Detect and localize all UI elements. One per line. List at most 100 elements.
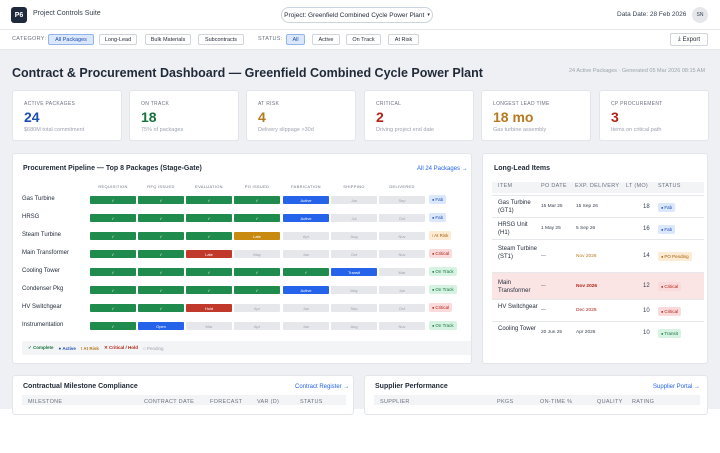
stage-cell[interactable]: ✓ (234, 214, 280, 222)
stage-cell[interactable]: Nov (379, 250, 425, 258)
filter-chip-at-risk[interactable]: At Risk (388, 34, 419, 45)
pipeline-row[interactable]: Instrumentation ✓ Open Mar Apr Jun Aug Nov ● On … (13, 317, 471, 335)
stage-cell[interactable]: Aug (331, 322, 377, 330)
stage-cell[interactable]: Active (283, 196, 329, 204)
legend-item: ✓ Complete (28, 345, 54, 350)
item-name: Steam Turbine (ST1) (498, 245, 538, 260)
kpi-subtext: Gas turbine assembly (493, 127, 547, 133)
stage-cell[interactable]: May (234, 250, 280, 258)
stage-cell[interactable]: ✓ (90, 250, 136, 258)
status-badge: ● PO Pending (658, 252, 692, 261)
stage-cell[interactable]: Mar (186, 322, 232, 330)
supplier-portal-link[interactable]: Supplier Portal → (653, 384, 701, 390)
stage-cell[interactable]: ✓ (186, 214, 232, 222)
stage-cell[interactable]: ✓ (138, 286, 184, 294)
stage-cell[interactable]: ✓ (138, 304, 184, 312)
stage-cell[interactable]: ✓ (186, 196, 232, 204)
avatar[interactable]: SN (692, 7, 708, 23)
po-date: 15 Mar 25 (541, 204, 563, 209)
stage-cell[interactable]: ✓ (90, 304, 136, 312)
stage-cell[interactable]: Oct (331, 250, 377, 258)
filter-chip-long-lead[interactable]: Long-Lead (99, 34, 137, 45)
pipeline-row[interactable]: Cooling Tower ✓ ✓ ✓ ✓ ✓ Transit Mar ● On Track (13, 263, 471, 281)
pipeline-row[interactable]: Main Transformer ✓ ✓ Late May Jun Oct Nov ● Crit… (13, 245, 471, 263)
stage-cell[interactable]: ✓ (138, 250, 184, 258)
long-lead-row[interactable]: HV Switchgear — Dec 2026 10 ● Critical (492, 299, 704, 321)
stage-cell[interactable]: ✓ (90, 232, 136, 240)
stage-cell[interactable]: Jun (331, 196, 377, 204)
stage-cell[interactable]: ✓ (90, 286, 136, 294)
stage-cell[interactable]: Nov (379, 322, 425, 330)
stage-cell[interactable]: ✓ (283, 268, 329, 276)
stage-cell[interactable]: ✓ (90, 268, 136, 276)
pipeline-row[interactable]: Steam Turbine ✓ ✓ ✓ Late Apr Aug Nov! At Risk (13, 227, 471, 245)
stage-cell[interactable]: Apr (234, 304, 280, 312)
stage-cell[interactable]: Active (283, 286, 329, 294)
stage-cell[interactable]: Open (138, 322, 184, 330)
lead-time: 10 (643, 307, 650, 314)
stage-cell[interactable]: Jul (331, 214, 377, 222)
stage-cell[interactable]: Apr (283, 232, 329, 240)
dashboard-main: Contract & Procurement Dashboard — Green… (0, 50, 720, 415)
stage-cell[interactable]: Sep (379, 196, 425, 204)
contract-register-link[interactable]: Contract Register → (295, 384, 350, 390)
pipeline-row[interactable]: HV Switchgear ✓ ✓ Hold Apr Jun Sep Oct ● Critica… (13, 299, 471, 317)
stage-cell[interactable]: ✓ (234, 268, 280, 276)
stage-cell[interactable]: ✓ (138, 268, 184, 276)
filter-chip-all[interactable]: All (286, 34, 305, 45)
filter-chip-bulk-materials[interactable]: Bulk Materials (145, 34, 191, 45)
project-selector[interactable]: Project: Greenfield Combined Cycle Power… (281, 7, 433, 23)
stage-cell[interactable]: Oct (379, 304, 425, 312)
stage-cell[interactable]: Transit (331, 268, 377, 276)
status-text: Critical (435, 251, 450, 256)
lead-time: 12 (643, 283, 650, 289)
long-lead-row[interactable]: Gas Turbine (GT1) 15 Mar 25 15 Sep 26 18 ● F… (492, 195, 704, 217)
long-lead-header-lt: LT (MO) (626, 183, 649, 189)
pipeline-row[interactable]: Gas Turbine ✓ ✓ ✓ ✓ Active Jun Sep ● Fab (13, 191, 471, 209)
stage-cell[interactable]: Jun (283, 322, 329, 330)
stage-cell[interactable]: ✓ (186, 232, 232, 240)
kpi-value: 4 (258, 109, 266, 125)
package-name: Instrumentation (22, 322, 64, 328)
stage-cell[interactable]: Jun (283, 304, 329, 312)
filter-chip-subcontracts[interactable]: Subcontracts (198, 34, 244, 45)
stage-cell[interactable]: Late (234, 232, 280, 240)
stage-cell[interactable]: ✓ (138, 196, 184, 204)
pipeline-row[interactable]: HRSG ✓ ✓ ✓ ✓ Active Jul Oct ● Fab (13, 209, 471, 227)
stage-cell[interactable]: ✓ (234, 286, 280, 294)
stage-cell[interactable]: ✓ (186, 268, 232, 276)
stage-cell[interactable]: Sep (331, 304, 377, 312)
stage-cell[interactable]: Late (186, 250, 232, 258)
stage-cell[interactable]: Nov (379, 232, 425, 240)
stage-cell[interactable]: ✓ (90, 322, 136, 330)
filter-chip-active[interactable]: Active (312, 34, 340, 45)
stage-cell[interactable]: ✓ (138, 214, 184, 222)
long-lead-row[interactable]: Steam Turbine (ST1) — Nov 2026 14 ● PO Pendi… (492, 239, 704, 272)
stage-cell[interactable]: ✓ (90, 196, 136, 204)
stage-cell[interactable]: Aug (331, 232, 377, 240)
stage-cell[interactable]: ✓ (234, 196, 280, 204)
stage-cell[interactable]: May (331, 286, 377, 294)
stage-cell[interactable]: Jun (283, 250, 329, 258)
po-date: — (541, 253, 546, 259)
stage-cell[interactable]: ✓ (90, 214, 136, 222)
milestone-compliance-card: Contractual Milestone Compliance Contrac… (12, 375, 354, 415)
all-packages-link[interactable]: All 24 Packages → (417, 166, 468, 172)
long-lead-row[interactable]: Cooling Tower 20 Jun 25 Apr 2026 10 ● Transi… (492, 321, 704, 343)
filter-chip-on-track[interactable]: On Track (346, 34, 381, 45)
filter-chip-all-packages[interactable]: All Packages (48, 34, 94, 45)
expected-delivery: Nov 2026 (576, 283, 598, 289)
lead-time: 10 (643, 329, 650, 336)
stage-cell[interactable]: ✓ (138, 232, 184, 240)
export-button[interactable]: ⤓ Export (670, 33, 708, 46)
stage-cell[interactable]: Jun (379, 286, 425, 294)
stage-cell[interactable]: ✓ (186, 286, 232, 294)
stage-cell[interactable]: Mar (379, 268, 425, 276)
stage-cell[interactable]: Hold (186, 304, 232, 312)
pipeline-row[interactable]: Condenser Pkg ✓ ✓ ✓ ✓ Active May Jun ● On Track (13, 281, 471, 299)
stage-cell[interactable]: Oct (379, 214, 425, 222)
stage-cell[interactable]: Active (283, 214, 329, 222)
long-lead-row[interactable]: HRSG Unit (H1) 1 May 25 5 Sep 26 16 ● Fab (492, 217, 704, 239)
long-lead-row[interactable]: Main Transformer — Nov 2026 12 ● Critical (492, 272, 704, 299)
stage-cell[interactable]: Apr (234, 322, 280, 330)
